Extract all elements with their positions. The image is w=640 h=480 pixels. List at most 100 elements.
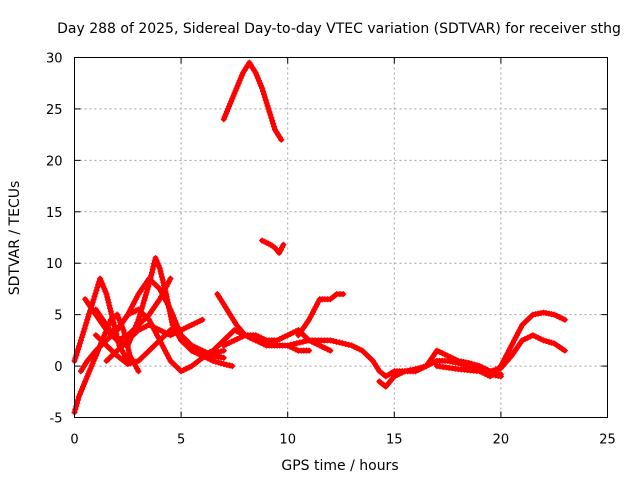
data-point [561,316,568,323]
data-point [226,339,233,346]
data-point [431,359,438,366]
data-point [104,296,111,303]
data-point [223,341,230,348]
data-point [559,315,566,322]
data-point [258,339,265,346]
y-tick-label: 20 [46,154,63,169]
data-point [76,343,83,350]
data-point [183,365,190,372]
data-point [124,361,131,368]
grid-lines [74,57,608,418]
data-point [260,341,267,348]
data-point [339,340,346,347]
data-point [127,310,134,317]
data-point [103,291,110,298]
data-point [228,338,235,345]
y-tick-label: 0 [54,360,62,375]
data-point [170,328,177,335]
data-point [292,346,299,353]
data-point [158,273,165,280]
data-point [144,286,151,293]
data-point [74,400,81,407]
data-point [86,310,93,317]
data-point [142,294,149,301]
data-point [167,327,174,334]
data-point [207,351,214,358]
data-point [93,287,100,294]
data-point [484,372,491,379]
x-tick-label: 25 [599,433,616,448]
data-point [319,343,326,350]
data-point [260,91,267,98]
data-point [72,406,79,413]
data-point [215,349,222,356]
data-point [188,321,195,328]
data-point [107,305,114,312]
data-point [263,100,270,107]
data-point [479,364,486,371]
data-point [252,337,259,344]
data-point [122,333,129,340]
data-point [481,365,488,372]
data-point [76,340,83,347]
data-point [194,350,201,357]
data-point [327,347,334,354]
data-point [218,348,225,355]
data-point [473,362,480,369]
data-point [194,345,201,352]
data-point [452,356,459,363]
data-point [127,360,134,367]
data-point [391,373,398,380]
data-point [261,94,268,101]
data-point [175,330,182,337]
data-point [327,337,334,344]
data-point [340,291,347,298]
data-point [180,366,187,373]
data-point [292,328,299,335]
data-point [80,328,87,335]
data-point [449,355,456,362]
data-point [220,354,227,361]
data-point [139,302,146,309]
data-point [223,361,230,368]
plot-frame [74,57,608,418]
data-point [120,327,127,334]
data-point [79,331,86,338]
data-point [140,324,147,331]
data-point [78,334,85,341]
data-point [191,320,198,327]
data-point [481,370,488,377]
data-point [417,365,424,372]
data-point [186,364,193,371]
data-point [471,361,478,368]
data-point [220,342,227,349]
data-point [150,263,157,270]
data-point [126,349,133,356]
data-point [204,352,211,359]
data-point [282,333,289,340]
data-point [202,353,209,360]
data-point [345,341,352,348]
data-point [167,275,174,282]
data-point [147,275,154,282]
data-point [527,333,534,340]
data-point [269,117,276,124]
data-point [141,297,148,304]
data-point [188,347,195,354]
data-point [77,337,84,344]
data-point [543,338,550,345]
data-point [194,319,201,326]
x-axis-label: GPS time / hours [281,458,398,474]
data-point [268,114,275,121]
data-point [535,334,542,341]
data-point [255,333,262,340]
data-point [497,371,504,378]
x-tick-label: 20 [493,433,510,448]
data-point [290,341,297,348]
data-point [199,316,206,323]
data-point [215,359,222,366]
data-point [74,349,81,356]
data-point [188,342,195,349]
